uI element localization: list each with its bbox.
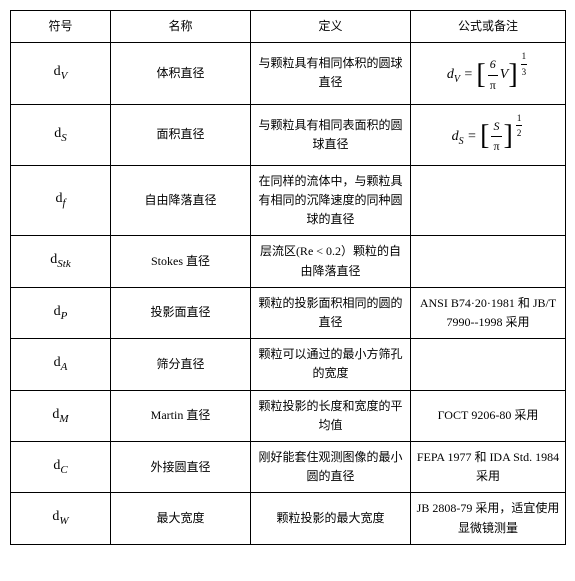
name-cell: 筛分直径 [111, 339, 251, 390]
table-row: dP投影面直径颗粒的投影面积相同的圆的直径ANSI B74·20·1981 和 … [11, 287, 566, 338]
table-row: dS面积直径与颗粒具有相同表面积的圆球直径dS = [Sπ]12 [11, 104, 566, 165]
table-row: dC外接圆直径刚好能套住观测图像的最小圆的直径FEPA 1977 和 IDA S… [11, 441, 566, 492]
definition-cell: 颗粒投影的长度和宽度的平均值 [251, 390, 411, 441]
name-cell: 投影面直径 [111, 287, 251, 338]
table-row: dA筛分直径颗粒可以通过的最小方筛孔的宽度 [11, 339, 566, 390]
definition-cell: 颗粒投影的最大宽度 [251, 493, 411, 544]
header-row: 符号 名称 定义 公式或备注 [11, 11, 566, 43]
table-row: dW最大宽度颗粒投影的最大宽度JB 2808-79 采用，适宜使用显微镜测量 [11, 493, 566, 544]
table-row: dStkStokes 直径层流区(Re < 0.2）颗粒的自由降落直径 [11, 236, 566, 287]
particle-diameter-table: 符号 名称 定义 公式或备注 dV体积直径与颗粒具有相同体积的圆球直径dV = … [10, 10, 566, 545]
formula-cell [411, 236, 566, 287]
table-row: df自由降落直径在同样的流体中，与颗粒具有相同的沉降速度的同种圆球的直径 [11, 165, 566, 236]
name-cell: 面积直径 [111, 104, 251, 165]
formula-cell: ANSI B74·20·1981 和 JB/T 7990--1998 采用 [411, 287, 566, 338]
formula-cell [411, 165, 566, 236]
formula-cell: JB 2808-79 采用，适宜使用显微镜测量 [411, 493, 566, 544]
symbol-cell: dS [11, 104, 111, 165]
table-row: dV体积直径与颗粒具有相同体积的圆球直径dV = [6πV]13 [11, 43, 566, 104]
name-cell: 自由降落直径 [111, 165, 251, 236]
symbol-cell: dV [11, 43, 111, 104]
definition-cell: 与颗粒具有相同体积的圆球直径 [251, 43, 411, 104]
symbol-cell: dStk [11, 236, 111, 287]
formula-cell: dV = [6πV]13 [411, 43, 566, 104]
name-cell: Martin 直径 [111, 390, 251, 441]
symbol-cell: dP [11, 287, 111, 338]
symbol-cell: dM [11, 390, 111, 441]
name-cell: 体积直径 [111, 43, 251, 104]
name-cell: 最大宽度 [111, 493, 251, 544]
header-symbol: 符号 [11, 11, 111, 43]
definition-cell: 刚好能套住观测图像的最小圆的直径 [251, 441, 411, 492]
symbol-cell: dC [11, 441, 111, 492]
definition-cell: 颗粒可以通过的最小方筛孔的宽度 [251, 339, 411, 390]
symbol-cell: df [11, 165, 111, 236]
definition-cell: 在同样的流体中，与颗粒具有相同的沉降速度的同种圆球的直径 [251, 165, 411, 236]
definition-cell: 层流区(Re < 0.2）颗粒的自由降落直径 [251, 236, 411, 287]
table-row: dMMartin 直径颗粒投影的长度和宽度的平均值ГОСТ 9206-80 采用 [11, 390, 566, 441]
formula-cell [411, 339, 566, 390]
formula-cell: FEPA 1977 和 IDA Std. 1984 采用 [411, 441, 566, 492]
formula-cell: ГОСТ 9206-80 采用 [411, 390, 566, 441]
name-cell: Stokes 直径 [111, 236, 251, 287]
name-cell: 外接圆直径 [111, 441, 251, 492]
formula-cell: dS = [Sπ]12 [411, 104, 566, 165]
header-definition: 定义 [251, 11, 411, 43]
header-name: 名称 [111, 11, 251, 43]
symbol-cell: dW [11, 493, 111, 544]
definition-cell: 与颗粒具有相同表面积的圆球直径 [251, 104, 411, 165]
header-formula: 公式或备注 [411, 11, 566, 43]
definition-cell: 颗粒的投影面积相同的圆的直径 [251, 287, 411, 338]
symbol-cell: dA [11, 339, 111, 390]
